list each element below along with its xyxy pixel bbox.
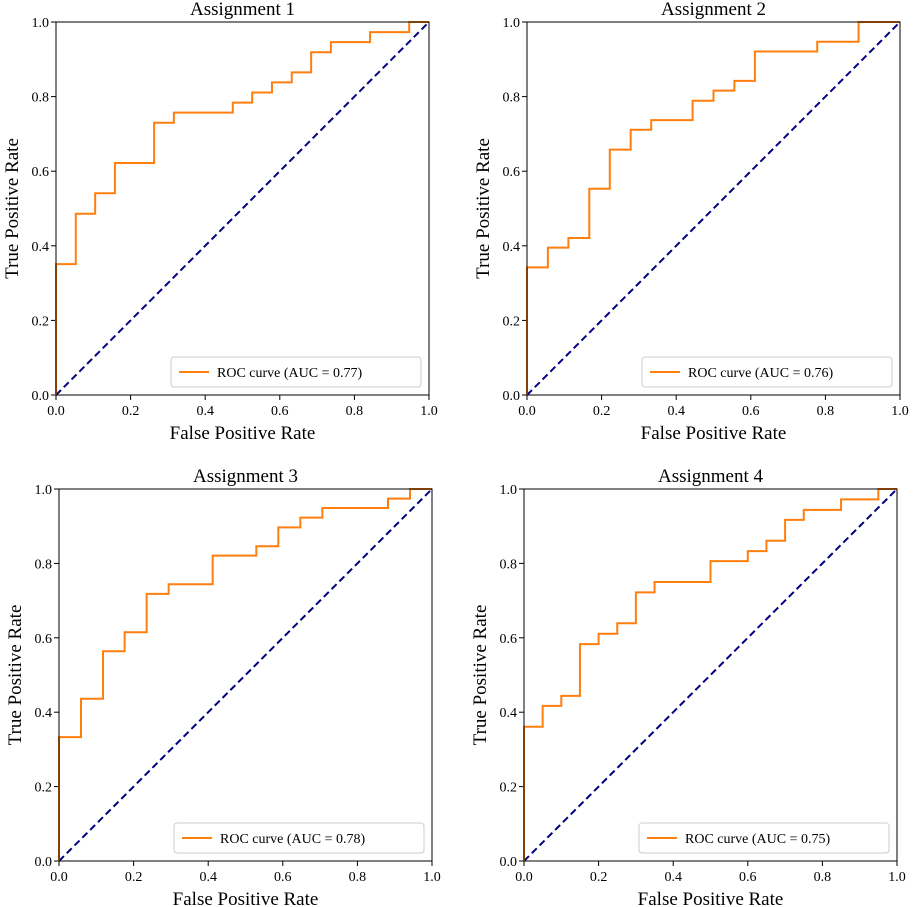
y-tick-label: 1.0 [500,483,518,498]
panel-title: Assignment 2 [661,0,766,20]
legend-label: ROC curve (AUC = 0.78) [220,832,365,847]
x-tick-label: 0.6 [742,404,760,419]
legend: ROC curve (AUC = 0.76) [641,356,893,388]
plot-frame [523,488,898,862]
roc-panel-3: Assignment 3 0.0 0.2 0.4 0.6 0.8 1.0 0.0 0.2 0.4 0… [5,466,441,907]
x-tick-label: 1.0 [888,870,906,885]
panel-title: Assignment 4 [658,466,764,487]
x-tick-label: 0.8 [814,870,832,885]
y-tick-label: 0.8 [503,91,521,106]
y-tick-label: 0.2 [32,314,50,329]
chance-line [55,21,430,396]
roc-curve-line [55,21,429,395]
plot-frame [526,21,901,396]
y-tick-label: 0.0 [503,389,521,404]
x-tick-label: 0.0 [515,870,533,885]
legend-box [170,356,422,388]
y-tick-label: 1.0 [35,483,53,498]
panel-title: Assignment 3 [193,466,298,487]
y-tick-label: 0.8 [32,91,50,106]
x-tick-label: 1.0 [891,404,909,419]
roc-panel-2: Assignment 2 0.0 0.2 0.4 0.6 0.8 1.0 0.0 0.2 0.4 0… [473,0,909,444]
y-tick-label: 0.6 [503,165,521,180]
y-tick-label: 0.4 [32,240,50,255]
y-tick-label: 0.8 [35,557,53,572]
roc-panel-4: Assignment 4 0.0 0.2 0.4 0.6 0.8 1.0 0.0 0.2 0.4 0… [470,466,906,907]
roc-panel-1: Assignment 1 0.0 0.2 0.4 0.6 0.8 1.0 0.0 0.2 0.4 0… [2,0,438,444]
x-tick-label: 0.6 [274,870,292,885]
plot-frame [55,21,430,396]
y-tick-label: 0.2 [35,781,53,796]
y-axis-label: True Positive Rate [473,138,494,279]
y-tick-label: 0.4 [35,706,53,721]
x-tick-label: 0.2 [593,404,611,419]
x-tick-label: 0.4 [664,870,682,885]
x-tick-label: 0.4 [667,404,685,419]
x-tick-label: 0.6 [739,870,757,885]
legend-box [173,822,425,854]
x-axis-label: False Positive Rate [638,889,784,907]
legend: ROC curve (AUC = 0.77) [170,356,422,388]
legend-box [641,356,893,388]
x-tick-label: 1.0 [423,870,441,885]
x-tick-label: 0.2 [125,870,143,885]
x-tick-label: 0.6 [271,404,289,419]
chance-line [58,488,433,862]
legend-label: ROC curve (AUC = 0.76) [688,366,833,381]
x-axis-label: False Positive Rate [641,423,787,444]
y-tick-label: 0.0 [500,855,518,870]
x-tick-label: 0.0 [50,870,68,885]
roc-curve-line [523,488,897,861]
y-tick-label: 0.4 [503,240,521,255]
y-tick-label: 0.6 [35,632,53,647]
y-tick-label: 0.2 [503,314,521,329]
y-tick-label: 0.0 [32,389,50,404]
roc-curve-line [526,21,900,395]
legend-label: ROC curve (AUC = 0.77) [217,366,362,381]
chance-line [526,21,901,396]
x-tick-label: 0.4 [196,404,214,419]
legend-label: ROC curve (AUC = 0.75) [685,832,830,847]
panel-title: Assignment 1 [190,0,295,20]
x-tick-label: 0.8 [817,404,835,419]
x-tick-label: 0.4 [199,870,217,885]
y-axis-label: True Positive Rate [470,605,491,746]
y-axis-label: True Positive Rate [5,605,26,746]
x-tick-label: 0.2 [122,404,140,419]
x-tick-label: 0.0 [518,404,536,419]
y-tick-label: 1.0 [32,16,50,31]
legend: ROC curve (AUC = 0.75) [638,822,890,854]
y-tick-label: 0.4 [500,706,518,721]
y-tick-label: 1.0 [503,16,521,31]
x-tick-label: 0.0 [47,404,65,419]
x-tick-label: 0.2 [590,870,608,885]
x-axis-label: False Positive Rate [173,889,319,907]
y-tick-label: 0.0 [35,855,53,870]
legend: ROC curve (AUC = 0.78) [173,822,425,854]
legend-box [638,822,890,854]
x-axis-label: False Positive Rate [170,423,316,444]
plot-frame [58,488,433,862]
y-tick-label: 0.2 [500,781,518,796]
x-tick-label: 0.8 [346,404,364,419]
x-tick-label: 0.8 [349,870,367,885]
y-tick-label: 0.6 [32,165,50,180]
roc-curve-line [58,488,432,861]
y-axis-label: True Positive Rate [2,138,23,279]
x-tick-label: 1.0 [420,404,438,419]
y-tick-label: 0.6 [500,632,518,647]
y-tick-label: 0.8 [500,557,518,572]
